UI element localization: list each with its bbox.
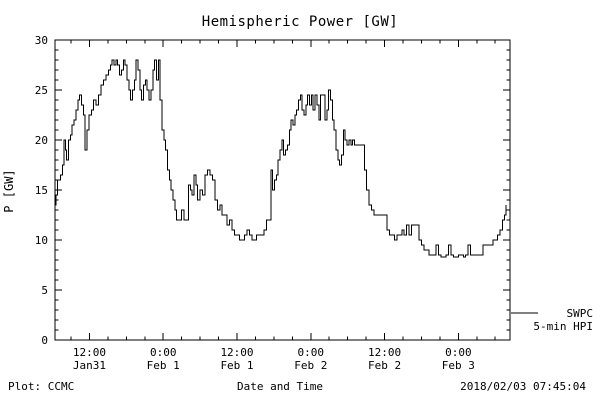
legend-product-label: 5-min HPI — [533, 320, 593, 333]
x-tick-time-label: 12:00 — [368, 346, 401, 359]
plot-credit: Plot: CCMC — [8, 380, 75, 393]
chart-title: Hemispheric Power [GW] — [201, 14, 399, 30]
hpi-step-line — [55, 59, 507, 258]
x-axis-title: Date and Time — [236, 380, 324, 393]
y-tick-label: 5 — [41, 284, 48, 297]
y-tick-label: 20 — [35, 134, 48, 147]
plot-frame — [54, 39, 511, 341]
x-tick-time-label: 0:00 — [150, 346, 177, 359]
x-tick-date-label: Feb 3 — [442, 359, 475, 372]
plot-timestamp: 2018/02/03 07:45:04 — [460, 380, 586, 393]
y-tick-label: 25 — [35, 84, 48, 97]
y-tick-label: 10 — [35, 234, 48, 247]
x-tick-date-label: Feb 2 — [294, 359, 327, 372]
x-tick-date-label: Feb 2 — [368, 359, 401, 372]
y-tick-label: 30 — [35, 34, 48, 47]
y-tick-label: 0 — [41, 334, 48, 347]
x-tick-date-label: Jan31 — [73, 359, 106, 372]
x-tick-date-label: Feb 1 — [220, 359, 253, 372]
x-tick-time-label: 12:00 — [220, 346, 253, 359]
y-axis-label: P [GW] — [2, 169, 16, 213]
x-tick-date-label: Feb 1 — [147, 359, 180, 372]
x-tick-time-label: 0:00 — [445, 346, 472, 359]
x-tick-time-label: 0:00 — [298, 346, 325, 359]
y-tick-label: 15 — [35, 184, 48, 197]
legend-source-label: SWPC — [566, 307, 594, 320]
x-tick-time-label: 12:00 — [73, 346, 106, 359]
